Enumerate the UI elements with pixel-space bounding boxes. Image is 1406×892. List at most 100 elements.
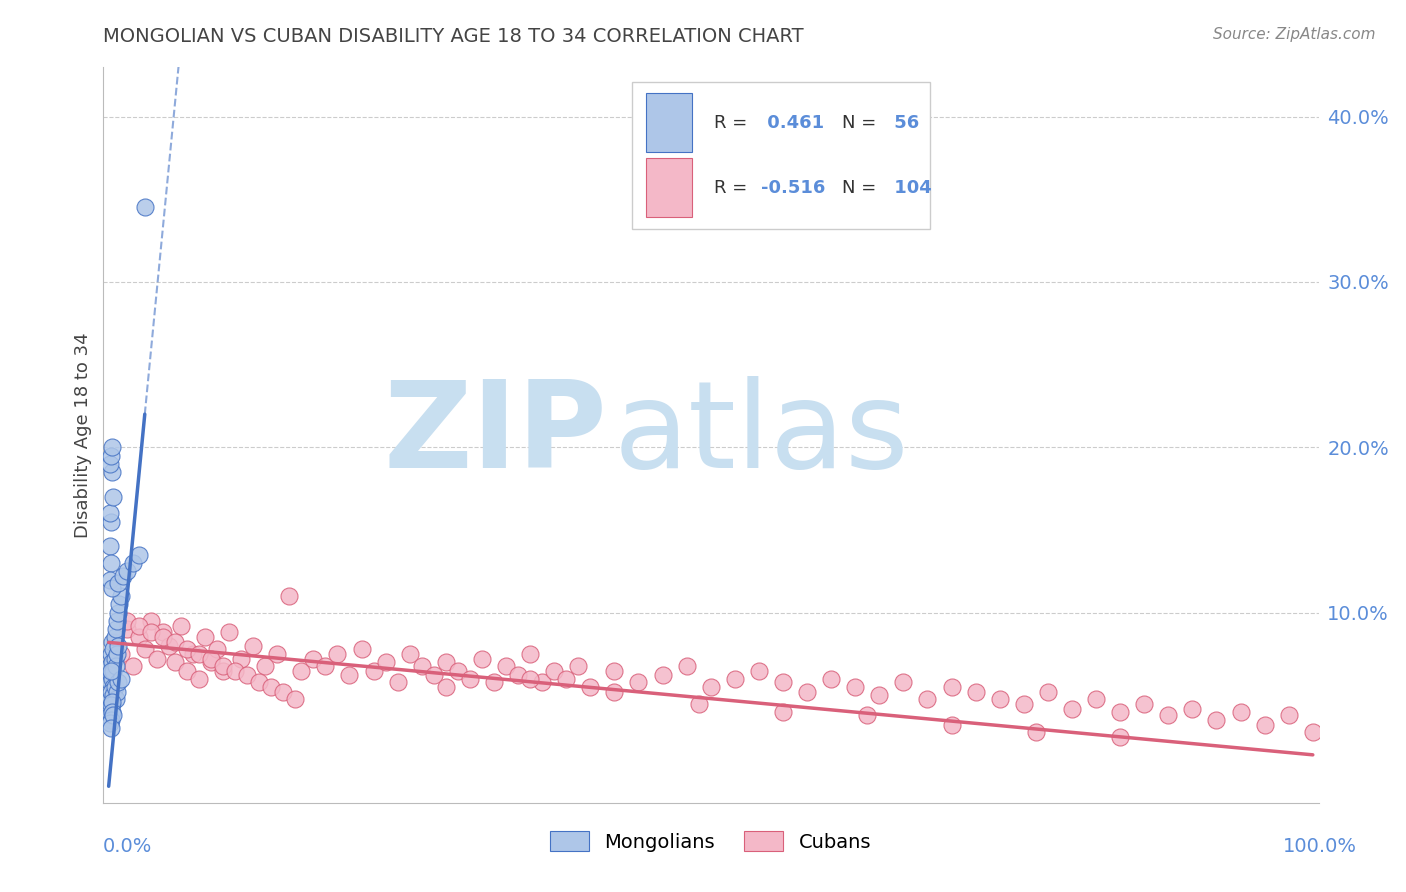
- Point: [100, 722, 122, 736]
- Legend: Mongolians, Cubans: Mongolians, Cubans: [543, 823, 879, 859]
- Point: [181, 647, 204, 661]
- Point: [100, 647, 122, 661]
- Point: [531, 675, 554, 690]
- Point: [112, 569, 135, 583]
- Point: [98, 716, 121, 731]
- Point: [868, 688, 890, 702]
- Point: [101, 695, 124, 709]
- Point: [1229, 705, 1251, 719]
- Text: N =: N =: [842, 178, 882, 196]
- Point: [374, 655, 396, 669]
- Point: [98, 701, 121, 715]
- Point: [1012, 697, 1035, 711]
- Point: [103, 642, 125, 657]
- Point: [194, 631, 217, 645]
- Point: [103, 688, 125, 702]
- Point: [820, 672, 842, 686]
- Point: [266, 647, 288, 661]
- Point: [170, 619, 193, 633]
- Point: [506, 668, 529, 682]
- Point: [339, 668, 361, 682]
- Point: [105, 614, 128, 628]
- Point: [134, 642, 156, 657]
- Point: [278, 589, 301, 603]
- Point: [941, 680, 963, 694]
- Point: [100, 664, 122, 678]
- Point: [247, 675, 270, 690]
- Point: [1157, 708, 1180, 723]
- Text: R =: R =: [714, 178, 754, 196]
- Point: [1302, 724, 1324, 739]
- Point: [856, 708, 879, 723]
- Point: [115, 614, 138, 628]
- Point: [1278, 708, 1301, 723]
- Text: ZIP: ZIP: [384, 376, 607, 493]
- Point: [1060, 701, 1083, 715]
- Point: [398, 647, 420, 661]
- Point: [104, 652, 127, 666]
- Point: [200, 652, 222, 666]
- Point: [1253, 718, 1275, 732]
- Point: [105, 647, 128, 661]
- Point: [146, 652, 169, 666]
- Point: [579, 680, 602, 694]
- Point: [103, 490, 125, 504]
- Point: [108, 598, 131, 612]
- Point: [200, 655, 222, 669]
- Point: [627, 675, 650, 690]
- Point: [107, 675, 129, 690]
- Point: [163, 635, 186, 649]
- Point: [105, 685, 128, 699]
- Point: [188, 647, 211, 661]
- Point: [188, 672, 211, 686]
- Point: [101, 440, 124, 454]
- Point: [218, 625, 240, 640]
- Point: [1133, 697, 1156, 711]
- Point: [110, 589, 132, 603]
- Text: 104: 104: [889, 178, 932, 196]
- Point: [290, 664, 312, 678]
- Point: [1085, 691, 1108, 706]
- Point: [107, 575, 129, 590]
- Point: [98, 573, 121, 587]
- Point: [519, 672, 541, 686]
- Point: [110, 672, 132, 686]
- Point: [1109, 705, 1132, 719]
- Point: [700, 680, 723, 694]
- Point: [458, 672, 481, 686]
- Point: [176, 642, 198, 657]
- Point: [163, 655, 186, 669]
- Point: [1205, 713, 1227, 727]
- Point: [302, 652, 325, 666]
- Text: N =: N =: [842, 114, 882, 132]
- Point: [471, 652, 494, 666]
- Point: [567, 658, 589, 673]
- Point: [100, 449, 122, 463]
- Point: [98, 675, 121, 690]
- Point: [128, 619, 150, 633]
- Point: [724, 672, 747, 686]
- Point: [675, 658, 697, 673]
- Point: [101, 705, 124, 719]
- Point: [103, 664, 125, 678]
- Point: [254, 658, 277, 673]
- Point: [107, 606, 129, 620]
- Point: [98, 457, 121, 471]
- Point: [260, 680, 283, 694]
- Point: [104, 658, 127, 673]
- Point: [101, 672, 124, 686]
- Point: [100, 713, 122, 727]
- Point: [110, 647, 132, 661]
- Point: [363, 664, 385, 678]
- Point: [236, 668, 259, 682]
- Point: [1036, 685, 1059, 699]
- Point: [101, 697, 124, 711]
- Point: [555, 672, 578, 686]
- Point: [941, 718, 963, 732]
- Text: 0.0%: 0.0%: [103, 837, 152, 855]
- Point: [447, 664, 470, 678]
- Text: Source: ZipAtlas.com: Source: ZipAtlas.com: [1212, 27, 1375, 42]
- Point: [115, 622, 138, 636]
- Point: [121, 556, 143, 570]
- Point: [100, 556, 122, 570]
